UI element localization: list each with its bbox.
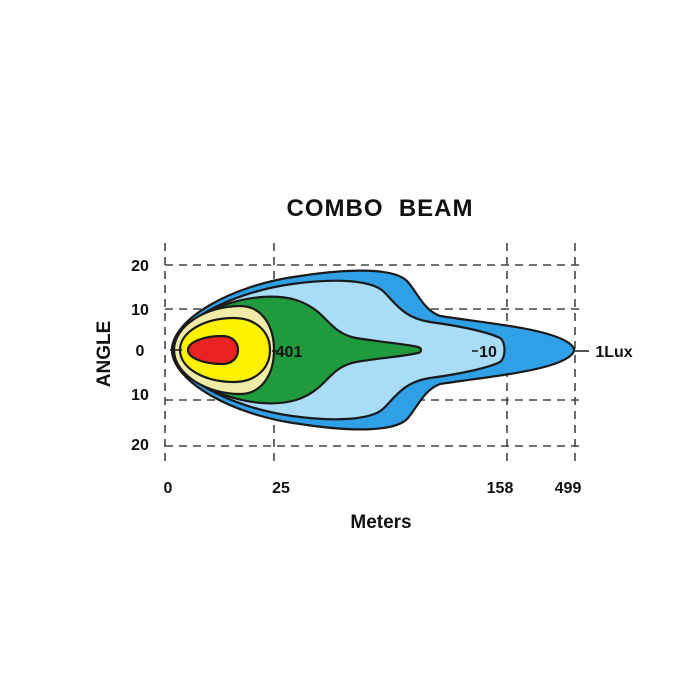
x-tick-label: 158 bbox=[487, 480, 514, 497]
y-tick-label: 20 bbox=[131, 437, 149, 454]
y-tick-label: 10 bbox=[131, 387, 149, 404]
x-tick-label: 25 bbox=[272, 480, 290, 497]
y-tick-label: 20 bbox=[131, 258, 149, 275]
contour-label-1lux: 1Lux bbox=[595, 344, 632, 361]
x-axis-label: Meters bbox=[350, 512, 411, 533]
y-tick-label: 10 bbox=[131, 302, 149, 319]
y-tick-label: 0 bbox=[136, 343, 145, 360]
contour-label-401: 401 bbox=[276, 344, 303, 361]
beam-contours bbox=[170, 269, 576, 431]
chart-title: COMBO BEAM bbox=[287, 195, 474, 222]
contour-label-10: 10 bbox=[479, 344, 497, 361]
x-tick-label: 0 bbox=[164, 480, 173, 497]
y-axis-label: ANGLE bbox=[94, 321, 115, 388]
contour-red bbox=[186, 334, 240, 366]
x-tick-label: 499 bbox=[555, 480, 582, 497]
